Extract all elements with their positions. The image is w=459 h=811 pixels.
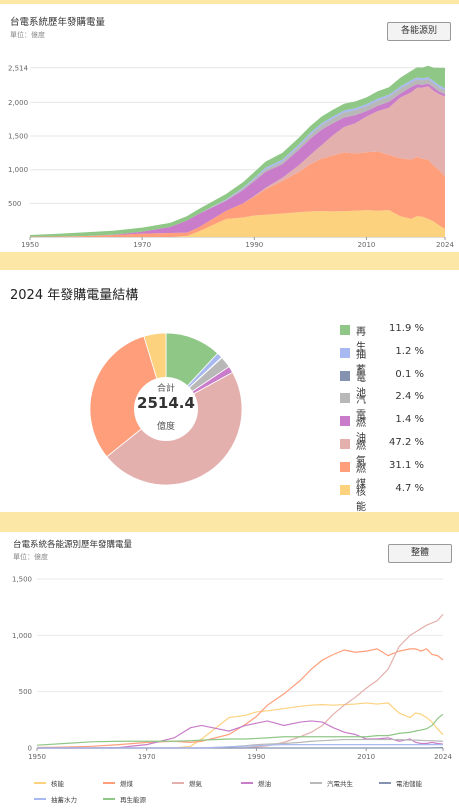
area-series-nuclear [30,210,445,237]
legend-line [103,782,115,784]
area-y-tick: 500 [8,200,21,208]
donut-panel: 2024 年發購電量結構 合計 2514.4 億度 再生 11.9 % 抽蓄 1.2 … [0,270,459,513]
stacked-area-panel: 台電系統歷年發購電量 單位：億度 各能源別 500 1,000 1,500 2,000… [0,4,459,252]
donut-slice-coal [89,335,167,458]
line-series-pumped [37,744,443,749]
area-series-gas [30,86,445,237]
area-y-tick: 2,000 [8,99,28,107]
legend-label: 抽蓄水力 [51,796,77,804]
line-x-tick: 1990 [248,753,266,761]
area-y-tick: 1,000 [8,166,28,174]
line-chart-title: 台電系統各能源別歷年發購電量 [13,540,133,550]
legend-label: 抽蓄 [356,349,366,376]
band-2 [0,512,459,532]
legend-label: 核能 [356,486,366,513]
legend-line [34,782,46,784]
legend-line [310,782,322,784]
legend-label: 電池 [356,372,366,399]
line-series-renewable [36,713,444,746]
legend-label: 汽電 [356,395,366,422]
legend-line [379,782,391,784]
area-y-tick: 1,500 [8,133,28,141]
legend-label: 電池儲能 [396,780,422,788]
legend-percent: 2.4 % [395,391,424,403]
legend-label: 燃氣 [356,441,366,467]
donut-center-label-top: 合計 [156,384,175,394]
area-series-oil [30,83,445,237]
line-y-tick: 0 [28,745,32,753]
legend-swatch [340,347,350,358]
area-chart-unit: 單位：億度 [10,31,45,39]
legend-label: 燃油 [258,780,271,788]
legend-percent: 11.9 % [389,323,424,334]
line-x-tick: 2010 [357,753,375,761]
overall-button[interactable]: 整體 [388,544,452,563]
legend-label: 再生能源 [120,796,146,804]
legend-percent: 47.2 % [389,437,424,448]
donut-title: 2024 年發購電量結構 [10,288,139,303]
donut-chart [89,332,243,486]
area-x-tick: 1950 [21,241,39,249]
area-x-tick: 1990 [245,241,263,249]
donut-center-label-bottom: 億度 [156,422,175,432]
line-y-tick: 500 [19,688,32,696]
legend-label: 核能 [51,780,64,788]
line-x-tick: 1950 [28,753,46,761]
legend-line [103,798,115,800]
line-chart-unit: 單位：億度 [13,553,48,561]
legend-label: 燃煤 [120,780,133,788]
legend-percent: 1.2 % [395,345,424,357]
area-series-renewable [30,65,445,237]
top-band [0,0,459,4]
energy-type-button[interactable]: 各能源別 [387,22,451,41]
line-panel: 台電系統各能源別歷年發購電量 單位：億度 整體 0 500 1,000 1,500 19… [0,532,459,811]
legend-swatch [340,416,350,427]
legend-percent: 1.4 % [395,414,424,426]
legend-swatch [340,370,350,381]
line-y-tick: 1,500 [12,576,32,584]
legend-percent: 0.1 % [395,368,424,380]
legend-swatch [340,484,350,495]
area-series-coal [30,151,445,237]
area-chart: 500 1,000 1,500 2,000 2,514 1950 1970 1990 2010 2… [8,64,454,249]
line-series-coal [36,648,444,749]
area-x-tick: 2024 [436,241,454,249]
line-x-tick: 2024 [434,753,452,761]
legend-line [34,798,46,800]
area-y-tick: 2,514 [8,64,29,72]
legend-swatch [340,325,350,335]
legend-label: 燃氣 [189,780,202,788]
legend-label: 汽電共生 [327,780,353,788]
legend-label: 再生 [356,327,366,353]
band-1 [0,252,459,270]
line-series-oil [37,720,444,749]
legend-label: 燃煤 [356,463,366,490]
donut-center-value: 2514.4 [137,394,195,412]
line-y-tick: 1,000 [12,632,32,640]
legend-percent: 31.1 % [389,459,424,471]
area-chart-title: 台電系統歷年發購電量 [10,17,106,28]
legend-label: 燃油 [356,418,366,445]
line-x-tick: 1970 [138,753,156,761]
area-series-cogen [30,79,445,237]
line-chart: 0 500 1,000 1,500 1950 1970 1990 2010 2024 [12,576,452,762]
area-x-tick: 1970 [133,241,151,249]
legend-swatch [340,393,350,404]
donut-hole [134,377,198,441]
legend-line [241,782,253,784]
legend-swatch [340,461,350,472]
area-x-tick: 2010 [358,241,376,249]
legend-line [172,782,184,784]
legend-percent: 4.7 % [395,482,424,494]
legend-swatch [340,439,350,449]
